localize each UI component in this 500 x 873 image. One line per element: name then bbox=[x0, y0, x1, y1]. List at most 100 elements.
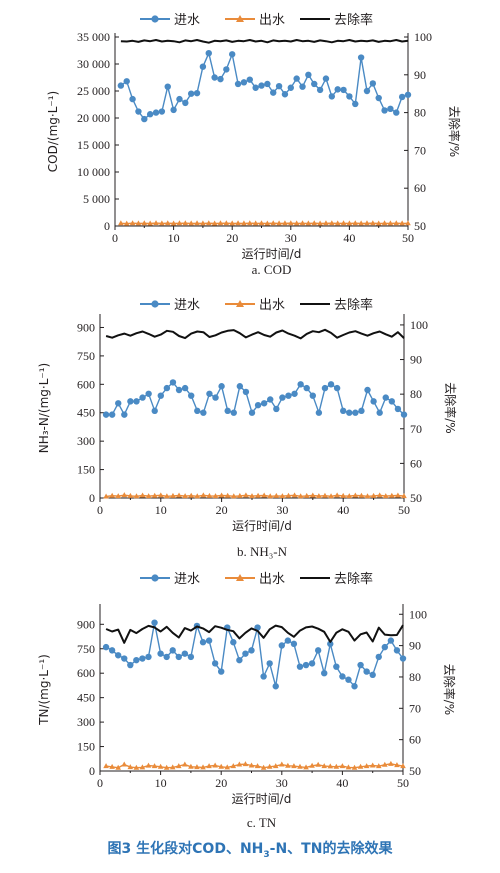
y-tick-label: 20 000 bbox=[77, 111, 110, 125]
data-point-influent bbox=[352, 100, 359, 108]
y-axis-label: COD/(mg·L⁻¹) bbox=[46, 91, 60, 172]
y-tick-label: 450 bbox=[77, 406, 95, 420]
y-tick-label: 25 000 bbox=[77, 84, 110, 98]
data-point-influent bbox=[242, 650, 249, 657]
data-point-effluent bbox=[316, 493, 322, 499]
data-point-influent bbox=[193, 89, 201, 97]
data-point-effluent bbox=[103, 763, 109, 769]
data-point-effluent bbox=[200, 764, 206, 770]
data-point-influent bbox=[187, 653, 195, 661]
y-tick-label: 150 bbox=[77, 463, 95, 477]
legend-label-effluent: 出水 bbox=[259, 13, 285, 28]
data-point-influent bbox=[234, 80, 242, 88]
data-point-influent bbox=[139, 394, 146, 401]
x-tick-label: 10 bbox=[168, 231, 180, 245]
data-point-effluent bbox=[139, 492, 146, 498]
data-point-influent bbox=[242, 388, 250, 396]
data-point-influent bbox=[308, 660, 316, 667]
data-point-influent bbox=[127, 661, 134, 669]
data-point-influent bbox=[224, 407, 231, 415]
data-point-effluent bbox=[163, 764, 170, 770]
x-tick-label: 50 bbox=[397, 776, 409, 790]
data-point-effluent bbox=[121, 761, 128, 767]
data-point-effluent bbox=[345, 764, 352, 770]
data-point-influent bbox=[151, 407, 158, 415]
data-point-effluent bbox=[145, 762, 152, 768]
data-point-effluent bbox=[170, 220, 177, 226]
data-point-effluent bbox=[267, 493, 274, 499]
data-point-influent bbox=[346, 409, 353, 416]
data-point-influent bbox=[170, 106, 177, 114]
data-point-influent bbox=[321, 384, 329, 392]
data-point-influent bbox=[254, 401, 262, 409]
x-tick-label: 20 bbox=[216, 503, 228, 517]
legend-marker-effluent bbox=[236, 300, 244, 307]
data-point-influent bbox=[108, 647, 116, 654]
series-line-effluent bbox=[106, 494, 405, 498]
x-tick-label: 0 bbox=[97, 776, 103, 790]
data-point-effluent bbox=[305, 220, 312, 226]
data-point-effluent bbox=[235, 220, 241, 226]
y-tick-label: 750 bbox=[77, 642, 95, 656]
y2-tick-label: 70 bbox=[409, 701, 421, 715]
data-point-effluent bbox=[309, 762, 315, 768]
data-point-influent bbox=[363, 87, 371, 95]
data-point-effluent bbox=[260, 764, 267, 770]
y-tick-label: 35 000 bbox=[77, 30, 110, 44]
data-point-influent bbox=[327, 381, 335, 388]
data-point-influent bbox=[266, 660, 273, 667]
data-point-influent bbox=[316, 86, 324, 94]
data-point-effluent bbox=[382, 761, 388, 767]
data-point-effluent bbox=[285, 492, 292, 498]
y2-tick-label: 50 bbox=[410, 491, 422, 505]
data-point-influent bbox=[252, 84, 259, 91]
y2-axis-label: 去除率/% bbox=[442, 664, 457, 715]
data-point-influent bbox=[369, 671, 376, 679]
x-tick-label: 30 bbox=[276, 503, 288, 517]
chart-panel-1: 进水 出水 去除率 0 10 20 30 40 50 0 5 000 10 000 15 000 20 0… bbox=[46, 12, 462, 277]
data-point-effluent bbox=[322, 492, 328, 498]
data-point-effluent bbox=[123, 220, 130, 226]
data-point-influent bbox=[218, 383, 225, 390]
data-point-effluent bbox=[272, 763, 279, 769]
data-point-influent bbox=[200, 409, 207, 416]
legend-marker-influent bbox=[151, 15, 159, 23]
data-point-effluent bbox=[241, 220, 247, 226]
chart-panel-3: 进水 出水 去除率 0 10 20 30 40 50 0 150 300 450 600 750 900 50 6… bbox=[37, 571, 457, 830]
data-point-influent bbox=[388, 398, 396, 405]
subcaption: c. TN bbox=[247, 815, 277, 830]
data-point-influent bbox=[260, 673, 267, 680]
data-point-effluent bbox=[299, 220, 306, 226]
data-point-influent bbox=[211, 74, 218, 81]
data-point-effluent bbox=[346, 493, 353, 499]
data-point-influent bbox=[139, 655, 146, 662]
y2-tick-label: 50 bbox=[414, 219, 426, 233]
x-tick-label: 0 bbox=[97, 503, 103, 517]
data-point-effluent bbox=[188, 492, 194, 498]
data-point-influent bbox=[328, 93, 336, 100]
data-point-effluent bbox=[206, 763, 212, 769]
data-point-effluent bbox=[388, 760, 394, 766]
data-point-influent bbox=[246, 76, 253, 83]
data-point-effluent bbox=[127, 764, 134, 770]
data-point-influent bbox=[334, 86, 341, 93]
data-point-effluent bbox=[121, 492, 128, 498]
x-tick-label: 20 bbox=[226, 231, 238, 245]
data-point-effluent bbox=[382, 493, 389, 499]
data-point-effluent bbox=[376, 492, 383, 498]
data-point-effluent bbox=[151, 492, 158, 498]
data-point-effluent bbox=[182, 220, 189, 226]
data-point-effluent bbox=[370, 220, 376, 226]
data-point-influent bbox=[188, 392, 195, 399]
data-point-influent bbox=[279, 394, 286, 401]
data-point-effluent bbox=[352, 220, 359, 226]
x-tick-label: 50 bbox=[402, 231, 414, 245]
data-point-influent bbox=[398, 93, 406, 101]
y2-tick-label: 50 bbox=[409, 764, 421, 778]
x-axis-label: 运行时间/d bbox=[242, 247, 302, 261]
data-point-influent bbox=[205, 50, 212, 57]
data-point-influent bbox=[363, 668, 370, 675]
data-point-effluent bbox=[139, 764, 146, 770]
data-point-effluent bbox=[103, 493, 109, 499]
data-point-effluent bbox=[333, 763, 340, 769]
